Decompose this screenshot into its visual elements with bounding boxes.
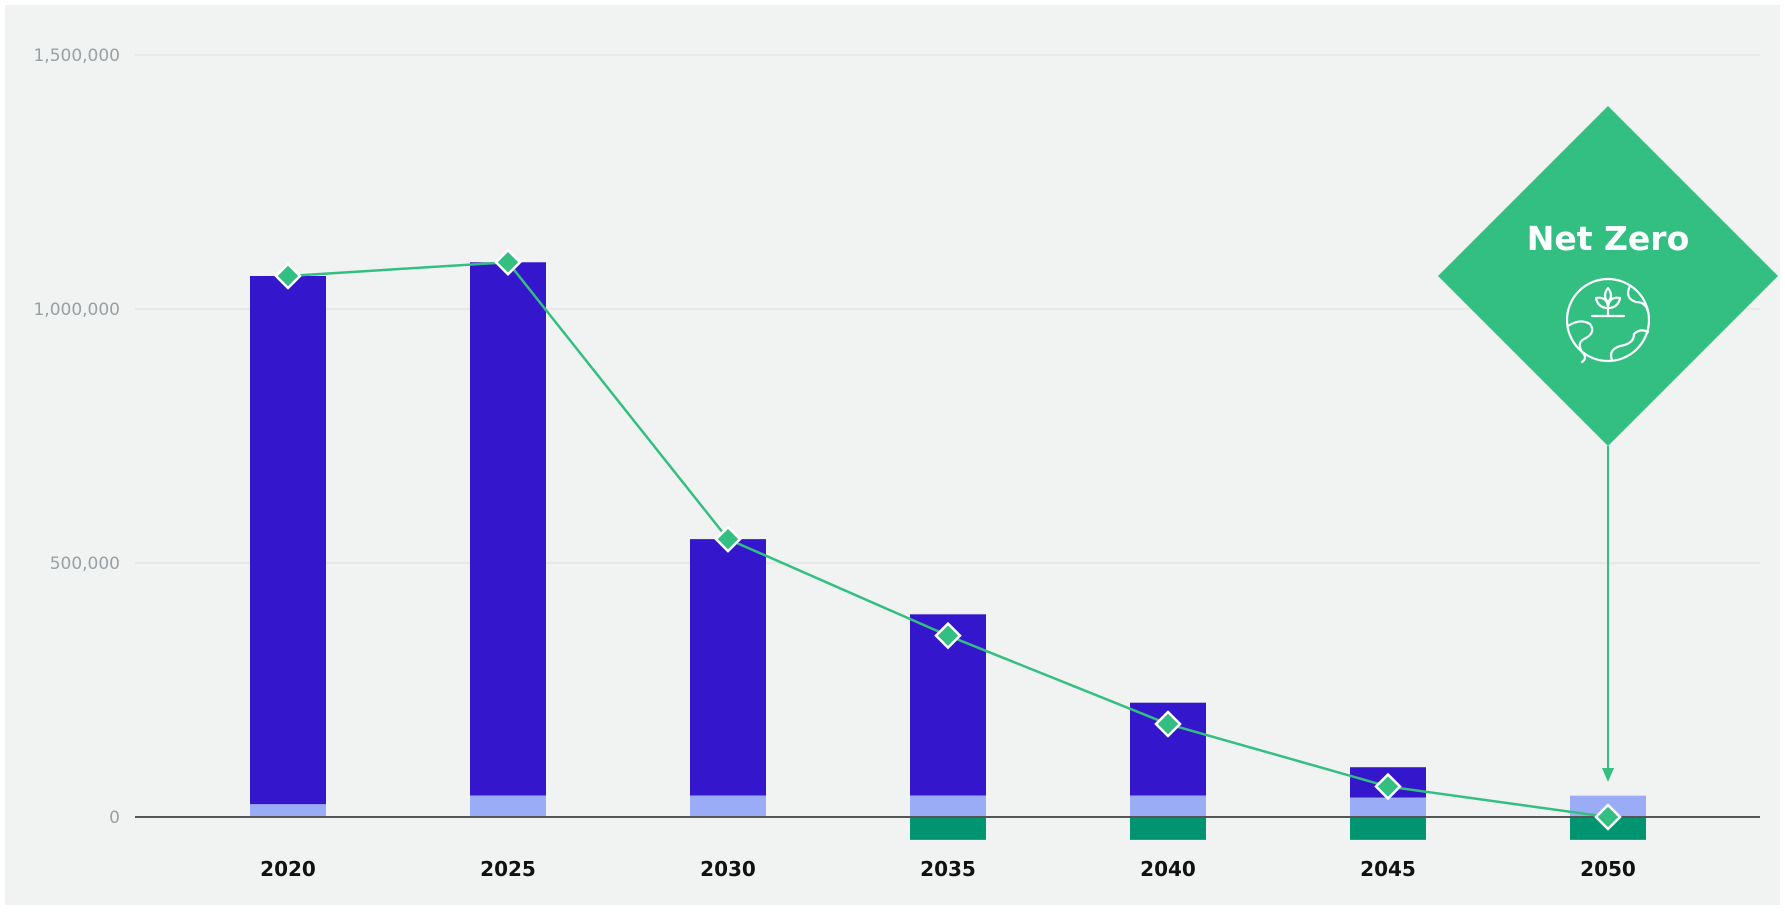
y-tick-label: 0 (109, 808, 120, 828)
globe-continent-bottom (1609, 329, 1650, 362)
plant-bud (1603, 286, 1613, 304)
net-zero-label: Net Zero (1527, 219, 1690, 258)
bar-negative-2035 (910, 817, 986, 840)
bar-dark-2030 (690, 539, 766, 796)
y-tick-label: 1,000,000 (33, 300, 120, 320)
bar-light-2025 (470, 795, 546, 817)
y-axis-ticks: 0 500,000 1,000,000 1,500,000 (33, 46, 120, 828)
y-tick-label: 1,500,000 (33, 46, 120, 66)
net-marker-2035 (934, 621, 962, 650)
bar-negative-2040 (1130, 817, 1206, 840)
net-zero-callout: Net Zero (1438, 106, 1778, 782)
bar-light-2045 (1350, 797, 1426, 817)
category-label-2020: 2020 (260, 857, 316, 881)
globe-continent-left (1566, 320, 1594, 364)
net-line (274, 248, 1622, 831)
net-marker-2025 (494, 248, 522, 277)
net-marker-2020 (274, 262, 302, 290)
category-label-2035: 2035 (920, 857, 976, 881)
globe-plant-icon (1565, 277, 1651, 364)
category-label-2040: 2040 (1140, 857, 1196, 881)
net-zero-diamond (1438, 106, 1778, 446)
category-label-2025: 2025 (480, 857, 536, 881)
category-label-2045: 2045 (1360, 857, 1416, 881)
bar-dark-2020 (250, 275, 326, 805)
y-tick-label: 500,000 (50, 554, 120, 574)
bar-light-2030 (690, 795, 766, 817)
category-label-2050: 2050 (1580, 857, 1636, 881)
bar-light-2020 (250, 804, 326, 817)
bar-light-2035 (910, 795, 986, 817)
globe-continent-right (1626, 284, 1650, 314)
category-label-2030: 2030 (700, 857, 756, 881)
callout-arrow-head (1602, 768, 1614, 782)
net-marker-2040 (1154, 710, 1182, 738)
net-marker-2045 (1374, 772, 1402, 801)
bars (250, 262, 1646, 840)
bar-negative-2045 (1350, 817, 1426, 840)
net-marker-2030 (714, 525, 742, 553)
x-axis-categories: 2020 2025 2030 2035 2040 2045 2050 (260, 857, 1636, 881)
bar-dark-2025 (470, 262, 546, 796)
bar-light-2040 (1130, 795, 1206, 817)
net-marker-2050 (1594, 803, 1622, 831)
globe-outline (1565, 277, 1651, 363)
